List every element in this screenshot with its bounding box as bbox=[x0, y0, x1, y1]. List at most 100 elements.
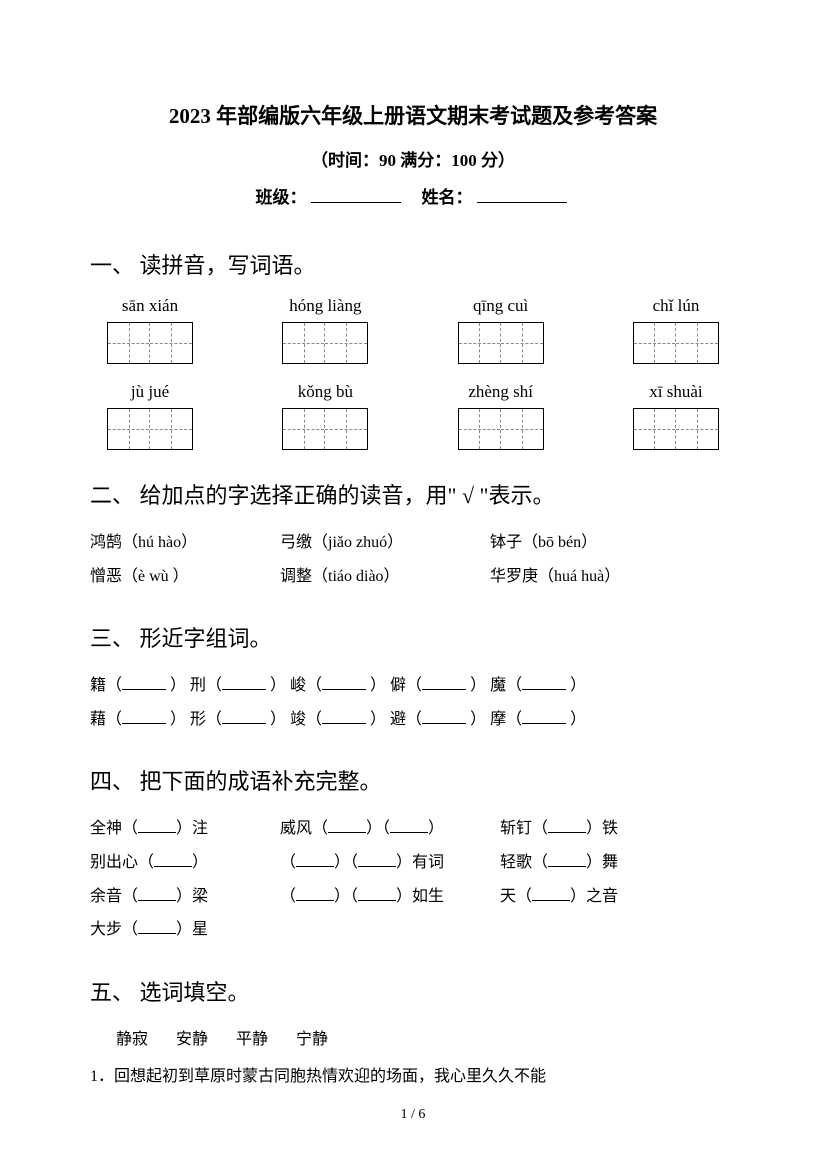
blank[interactable] bbox=[222, 676, 266, 690]
blank[interactable] bbox=[548, 853, 586, 867]
q4-text: 斩钉（ bbox=[500, 820, 548, 837]
blank[interactable] bbox=[522, 676, 566, 690]
q2-item: 弓缴（jiǎo zhuó） bbox=[280, 526, 490, 560]
q4-text: 轻歌（ bbox=[500, 854, 548, 871]
blank[interactable] bbox=[122, 676, 166, 690]
char-box[interactable] bbox=[282, 408, 368, 450]
doc-title: 2023 年部编版六年级上册语文期末考试题及参考答案 bbox=[90, 100, 736, 130]
pinyin-label: kǒng bù bbox=[265, 382, 385, 402]
blank[interactable] bbox=[548, 819, 586, 833]
q4-row-2: 别出心（ ） （ ）（ ）有词 轻歌（ ）舞 bbox=[90, 846, 736, 880]
q3-heading: 三、 形近字组词。 bbox=[90, 621, 736, 653]
pinyin-row-2: jù jué kǒng bù zhèng shí xī shuài bbox=[90, 382, 736, 402]
pinyin-label: sān xián bbox=[90, 296, 210, 316]
q4-text: ）（ bbox=[334, 854, 358, 871]
pinyin-label: zhèng shí bbox=[441, 382, 561, 402]
char-box[interactable] bbox=[633, 322, 719, 364]
blank[interactable] bbox=[522, 710, 566, 724]
blank[interactable] bbox=[322, 710, 366, 724]
char-box-row bbox=[90, 322, 736, 364]
q3-text: ） bbox=[570, 711, 586, 728]
q4-text: 余音（ bbox=[90, 888, 138, 905]
blank[interactable] bbox=[296, 853, 334, 867]
char-box[interactable] bbox=[107, 408, 193, 450]
char-box[interactable] bbox=[282, 322, 368, 364]
q3-text: 籍（ bbox=[90, 677, 122, 694]
char-box[interactable] bbox=[107, 322, 193, 364]
q4-text: ）如生 bbox=[396, 888, 444, 905]
q4-text: ） bbox=[428, 820, 444, 837]
q2-item: 华罗庚（huá huà） bbox=[490, 560, 736, 594]
blank[interactable] bbox=[138, 887, 176, 901]
q2-heading: 二、 给加点的字选择正确的读音，用" √ "表示。 bbox=[90, 478, 736, 510]
blank[interactable] bbox=[328, 819, 366, 833]
q4-row-3: 余音（ ）梁 （ ）（ ）如生 天（ ）之音 bbox=[90, 880, 736, 914]
q4-text: ）星 bbox=[176, 921, 208, 938]
blank[interactable] bbox=[532, 887, 570, 901]
q5-item-1: 1．回想起初到草原时蒙古同胞热情欢迎的场面，我心里久久不能 bbox=[90, 1060, 736, 1094]
q4-text: ）注 bbox=[176, 820, 208, 837]
q4-text: （ bbox=[280, 854, 296, 871]
q2-item: 钵子（bō bén） bbox=[490, 526, 736, 560]
blank[interactable] bbox=[222, 710, 266, 724]
blank[interactable] bbox=[154, 853, 192, 867]
q5-words: 静寂 安静 平静 宁静 bbox=[90, 1023, 736, 1057]
char-box-row bbox=[90, 408, 736, 450]
q4-row-4: 大步（）星 bbox=[90, 913, 736, 947]
class-label: 班级： bbox=[256, 188, 307, 207]
q3-row-2: 藉（ ） 形（ ） 竣（ ） 避（ ） 摩（ ） bbox=[90, 703, 736, 737]
blank[interactable] bbox=[122, 710, 166, 724]
blank[interactable] bbox=[390, 819, 428, 833]
char-box[interactable] bbox=[458, 408, 544, 450]
q4-text: ）有词 bbox=[396, 854, 444, 871]
q4-text: 全神（ bbox=[90, 820, 138, 837]
blank[interactable] bbox=[358, 853, 396, 867]
q4-text: 威风（ bbox=[280, 820, 328, 837]
q4-row-1: 全神（ ）注 威风（ ）（ ） 斩钉（ ）铁 bbox=[90, 812, 736, 846]
q4-text: ）（ bbox=[334, 888, 358, 905]
q3-text: ） 魔（ bbox=[470, 677, 522, 694]
q1-heading: 一、 读拼音，写词语。 bbox=[90, 248, 736, 280]
q5-heading: 五、 选词填空。 bbox=[90, 975, 736, 1007]
page-number: 1 / 6 bbox=[0, 1107, 826, 1123]
class-name-row: 班级： 姓名： bbox=[90, 183, 736, 208]
q3-text: ） 形（ bbox=[170, 711, 222, 728]
pinyin-label: qīng cuì bbox=[441, 296, 561, 316]
q4-text: ）（ bbox=[366, 820, 390, 837]
q4-text: ）之音 bbox=[570, 888, 618, 905]
char-box[interactable] bbox=[633, 408, 719, 450]
blank[interactable] bbox=[296, 887, 334, 901]
q3-text: ） 摩（ bbox=[470, 711, 522, 728]
q3-text: ） 竣（ bbox=[270, 711, 322, 728]
char-box[interactable] bbox=[458, 322, 544, 364]
q4-text: ）铁 bbox=[586, 820, 618, 837]
blank[interactable] bbox=[422, 676, 466, 690]
blank[interactable] bbox=[422, 710, 466, 724]
pinyin-row-1: sān xián hóng liàng qīng cuì chǐ lún bbox=[90, 296, 736, 316]
q2-item: 鸿鹄（hú hào） bbox=[90, 526, 280, 560]
blank[interactable] bbox=[138, 819, 176, 833]
pinyin-label: jù jué bbox=[90, 382, 210, 402]
q4-heading: 四、 把下面的成语补充完整。 bbox=[90, 764, 736, 796]
q3-text: 藉（ bbox=[90, 711, 122, 728]
name-label: 姓名： bbox=[422, 188, 473, 207]
q2-item: 憎恶（è wù ） bbox=[90, 560, 280, 594]
blank[interactable] bbox=[322, 676, 366, 690]
q3-row-1: 籍（ ） 刑（ ） 峻（ ） 僻（ ） 魔（ ） bbox=[90, 669, 736, 703]
blank[interactable] bbox=[358, 887, 396, 901]
q4-text: 别出心（ bbox=[90, 854, 154, 871]
blank[interactable] bbox=[138, 920, 176, 934]
q4-text: （ bbox=[280, 888, 296, 905]
pinyin-label: xī shuài bbox=[616, 382, 736, 402]
q4-text: ）舞 bbox=[586, 854, 618, 871]
q3-text: ） 峻（ bbox=[270, 677, 322, 694]
q3-text: ） bbox=[570, 677, 586, 694]
q4-text: ） bbox=[192, 854, 208, 871]
name-blank[interactable] bbox=[477, 187, 567, 203]
class-blank[interactable] bbox=[311, 187, 401, 203]
doc-subtitle: （时间：90 满分：100 分） bbox=[90, 146, 736, 171]
q2-line-2: 憎恶（è wù ） 调整（tiáo diào） 华罗庚（huá huà） bbox=[90, 560, 736, 594]
q4-text: ）梁 bbox=[176, 888, 208, 905]
q2-line-1: 鸿鹄（hú hào） 弓缴（jiǎo zhuó） 钵子（bō bén） bbox=[90, 526, 736, 560]
q4-text: 天（ bbox=[500, 888, 532, 905]
